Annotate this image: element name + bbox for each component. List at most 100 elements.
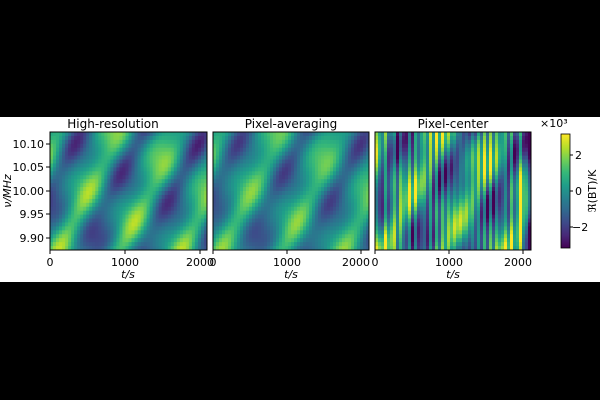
- heatmap-cell: [86, 155, 90, 160]
- heatmap-cell: [507, 171, 511, 176]
- heatmap-cell: [288, 234, 292, 239]
- heatmap-cell: [351, 238, 355, 243]
- heatmap-cell: [462, 175, 466, 180]
- heatmap-cell: [216, 210, 220, 215]
- heatmap-cell: [155, 183, 160, 188]
- heatmap-cell: [164, 183, 169, 188]
- heatmap-cell: [444, 246, 448, 251]
- heatmap-cell: [297, 171, 301, 176]
- heatmap-cell: [222, 234, 226, 239]
- heatmap-cell: [231, 194, 235, 200]
- heatmap-cell: [306, 214, 310, 219]
- heatmap-cell: [200, 226, 205, 231]
- heatmap-cell: [360, 139, 364, 145]
- heatmap-cell: [182, 179, 187, 184]
- heatmap-cell: [86, 242, 90, 247]
- heatmap-cell: [477, 132, 481, 137]
- heatmap-cell: [152, 198, 157, 204]
- heatmap-cell: [128, 167, 132, 172]
- heatmap-cell: [297, 194, 301, 200]
- heatmap-cell: [348, 198, 352, 204]
- heatmap-cell: [101, 147, 105, 153]
- heatmap-cell: [131, 226, 135, 231]
- heatmap-cell: [525, 171, 529, 176]
- heatmap-cell: [456, 159, 460, 164]
- heatmap-cell: [258, 210, 262, 215]
- heatmap-cell: [95, 159, 99, 164]
- heatmap-cell: [471, 135, 475, 141]
- heatmap-cell: [360, 151, 364, 156]
- heatmap-cell: [173, 194, 178, 200]
- heatmap-cell: [486, 132, 490, 137]
- heatmap-cell: [486, 246, 490, 251]
- heatmap-cell: [318, 234, 322, 239]
- heatmap-cell: [119, 226, 123, 231]
- heatmap-cell: [327, 179, 331, 184]
- heatmap-cell: [237, 198, 241, 204]
- heatmap-cell: [309, 194, 313, 200]
- heatmap-cell: [80, 151, 84, 156]
- heatmap-cell: [468, 139, 472, 145]
- heatmap-cell: [137, 135, 141, 141]
- heatmap-cell: [366, 132, 370, 137]
- heatmap-cell: [447, 151, 451, 156]
- heatmap-cell: [309, 234, 313, 239]
- heatmap-cell: [342, 132, 346, 137]
- heatmap-cell: [453, 132, 457, 137]
- heatmap-cell: [390, 202, 394, 208]
- heatmap-cell: [185, 242, 190, 247]
- heatmap-cell: [92, 159, 96, 164]
- heatmap-cell: [261, 226, 265, 231]
- heatmap-cell: [104, 135, 108, 141]
- heatmap-cell: [146, 132, 151, 137]
- heatmap-cell: [411, 183, 415, 188]
- heatmap-cell: [324, 226, 328, 231]
- heatmap-cell: [312, 242, 316, 247]
- heatmap-cell: [146, 159, 151, 164]
- heatmap-cell: [140, 226, 144, 231]
- heatmap-cell: [423, 198, 427, 204]
- heatmap-cell: [441, 167, 445, 172]
- heatmap-cell: [194, 218, 199, 223]
- heatmap-cell: [495, 218, 499, 223]
- heatmap-cell: [92, 139, 96, 145]
- heatmap-cell: [459, 222, 463, 227]
- heatmap-cell: [354, 183, 358, 188]
- heatmap-cell: [321, 210, 325, 215]
- heatmap-cell: [345, 132, 349, 137]
- heatmap-cell: [240, 139, 244, 145]
- heatmap-cell: [405, 191, 409, 196]
- heatmap-cell: [56, 191, 60, 196]
- heatmap-cell: [71, 222, 75, 227]
- heatmap-cell: [53, 238, 57, 243]
- heatmap-cell: [420, 246, 424, 251]
- heatmap-cell: [279, 238, 283, 243]
- heatmap-cell: [261, 167, 265, 172]
- heatmap-cell: [113, 143, 117, 149]
- heatmap-cell: [213, 187, 217, 192]
- heatmap-cell: [420, 132, 424, 137]
- heatmap-cell: [507, 206, 511, 212]
- heatmap-cell: [429, 187, 433, 192]
- heatmap-cell: [191, 167, 196, 172]
- heatmap-cell: [408, 187, 412, 192]
- heatmap-cell: [450, 143, 454, 149]
- heatmap-cell: [396, 179, 400, 184]
- heatmap-cell: [345, 143, 349, 149]
- heatmap-cell: [231, 230, 235, 235]
- heatmap-cell: [237, 163, 241, 168]
- heatmap-cell: [65, 222, 69, 227]
- heatmap-cell: [450, 214, 454, 219]
- heatmap-cell: [357, 206, 361, 212]
- heatmap-cell: [107, 218, 111, 223]
- heatmap-cell: [474, 214, 478, 219]
- heatmap-cell: [71, 246, 75, 251]
- heatmap-cell: [285, 155, 289, 160]
- heatmap-cell: [405, 167, 409, 172]
- heatmap-cell: [228, 163, 232, 168]
- heatmap-cell: [140, 238, 144, 243]
- heatmap-cell: [56, 151, 60, 156]
- heatmap-cell: [243, 238, 247, 243]
- heatmap-cell: [213, 238, 217, 243]
- heatmap-cell: [164, 147, 169, 153]
